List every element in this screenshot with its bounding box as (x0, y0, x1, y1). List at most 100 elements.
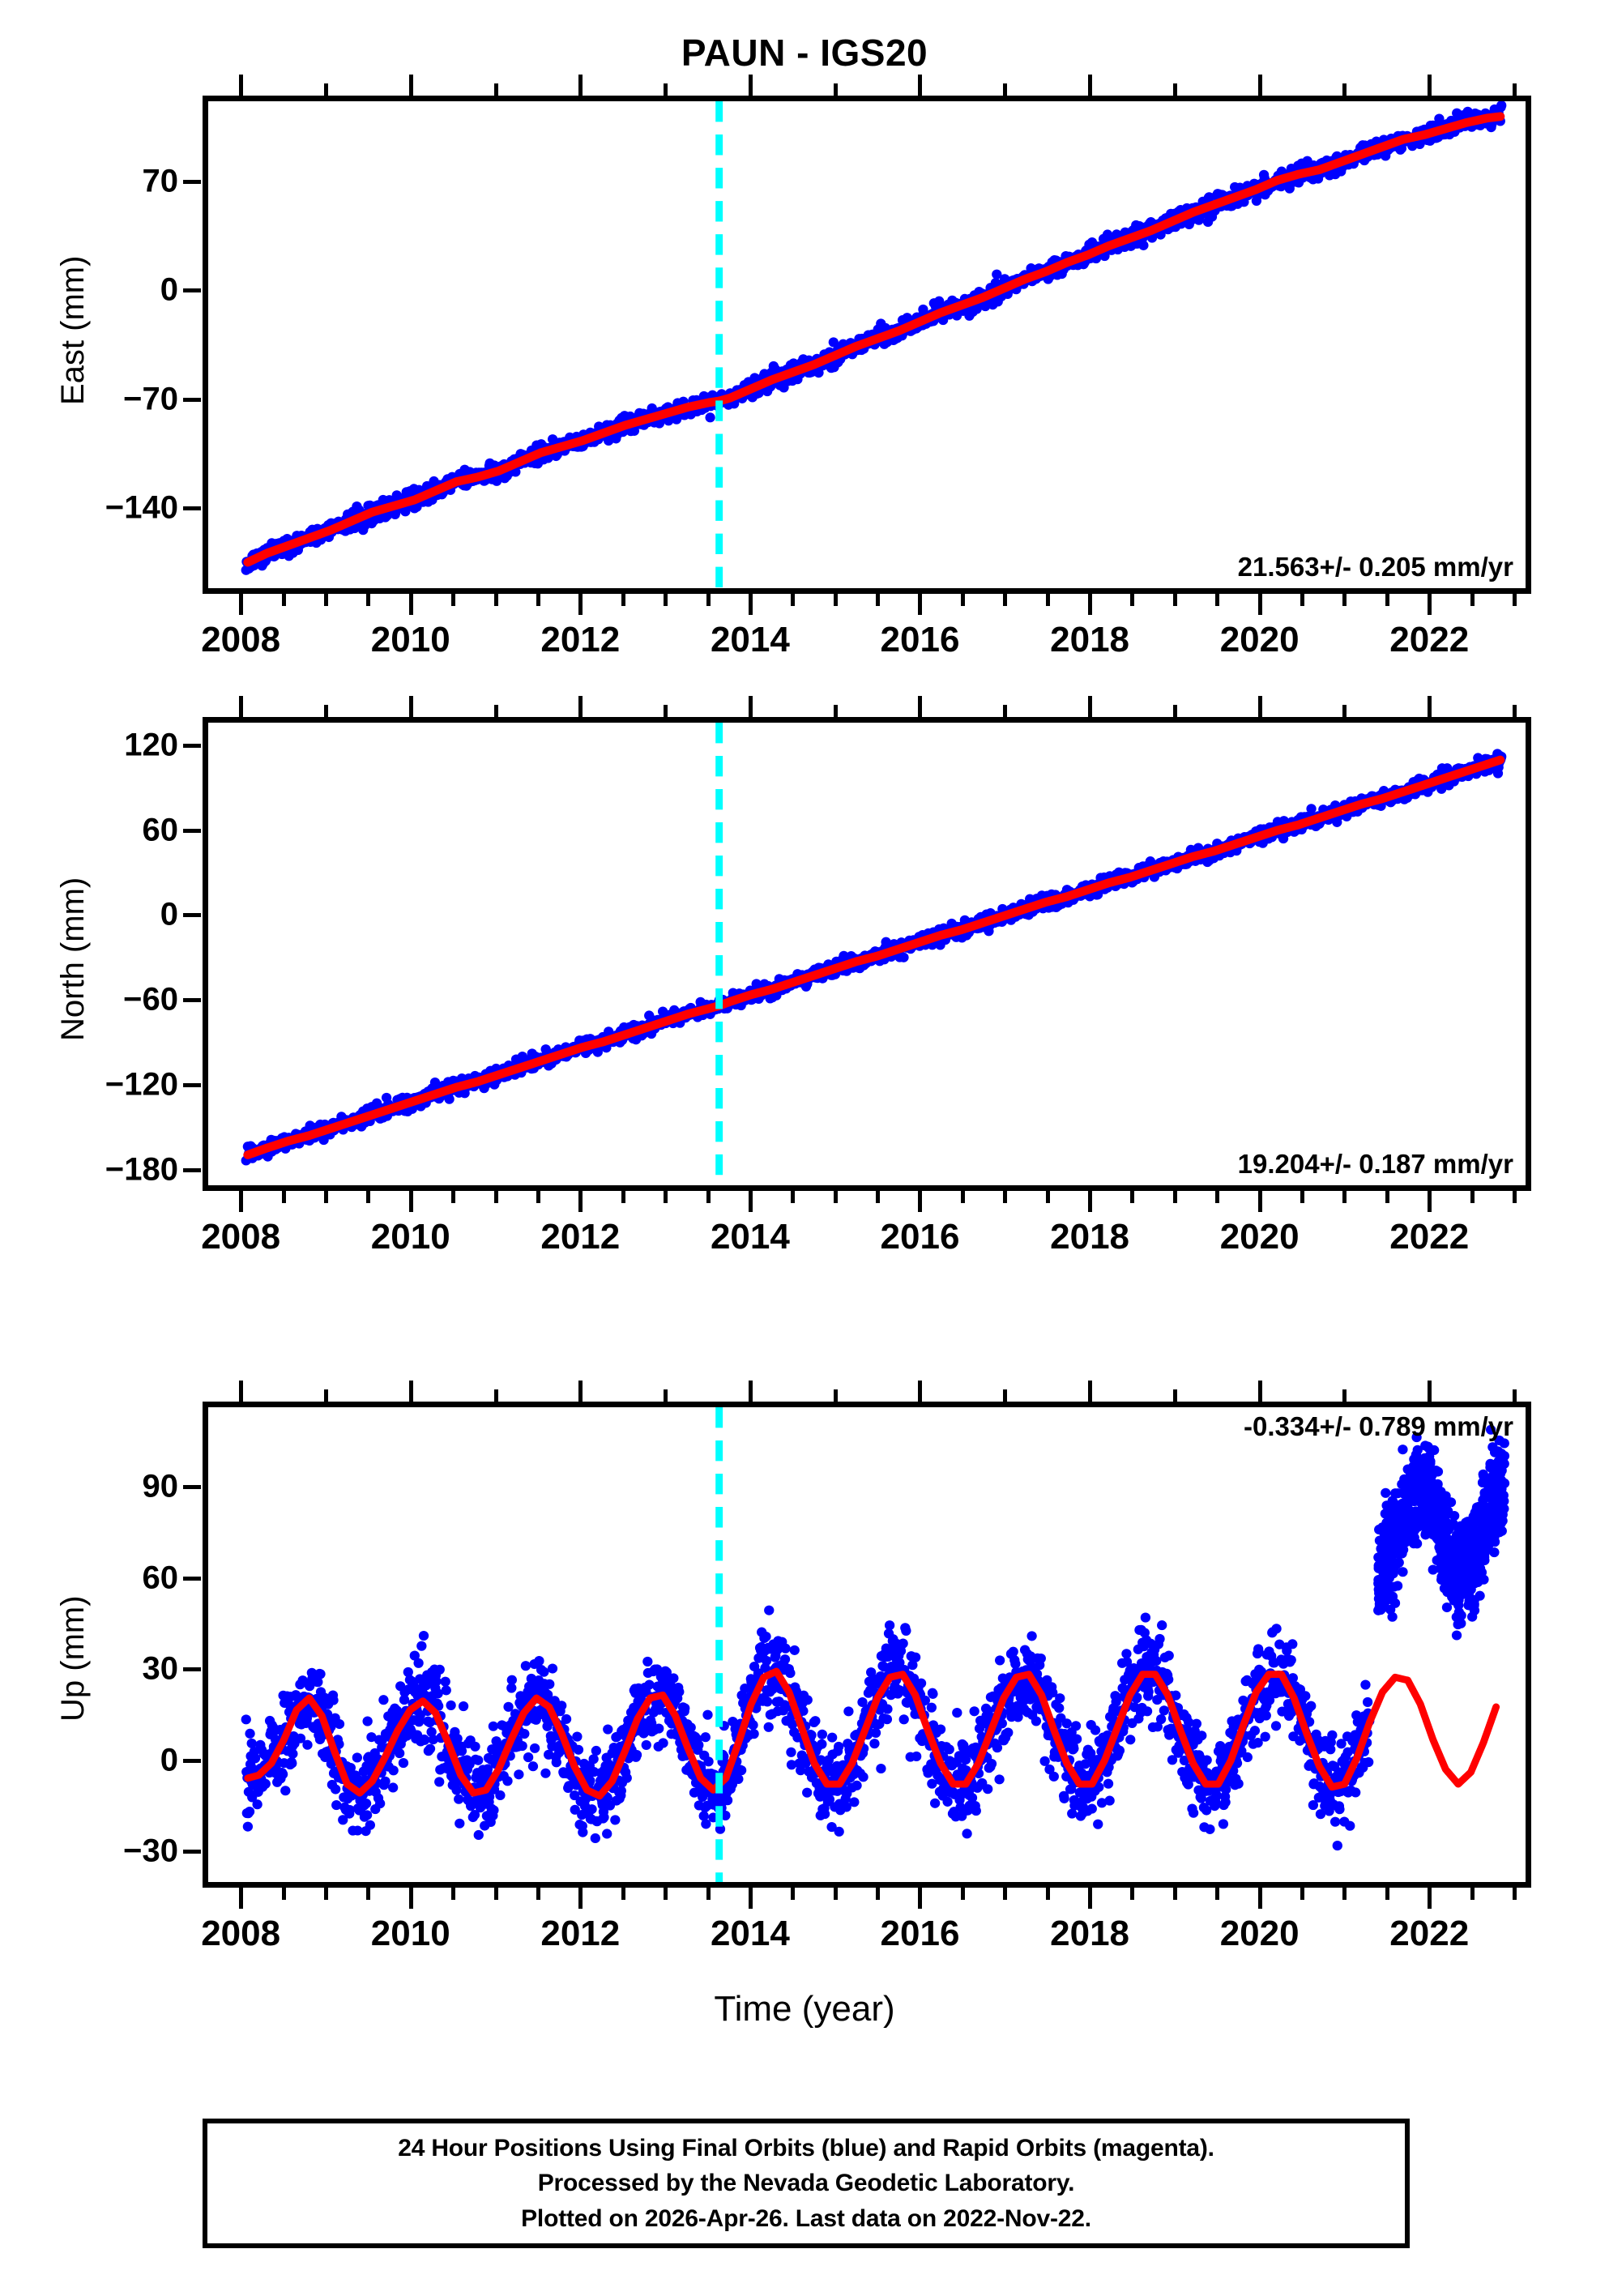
up-xtick-mark (1428, 1888, 1432, 1909)
up-xtick-minor (1215, 1888, 1220, 1900)
east-ytick-label: 0 (160, 271, 178, 308)
north-ytick-label: 120 (124, 727, 178, 763)
east-xtick-top (918, 75, 923, 96)
north-xtick-minor (451, 1191, 456, 1203)
up-xtick-mark (918, 1888, 923, 1909)
up-ytick-label: 30 (142, 1650, 179, 1687)
east-xtick-minor (1513, 594, 1517, 606)
east-xtick-top (664, 83, 668, 96)
panel-up: -0.334+/- 0.789 mm/yr (203, 1402, 1531, 1888)
east-xtick-top (493, 83, 498, 96)
up-axis-label: Up (mm) (55, 1595, 91, 1722)
up-ytick-label: 60 (142, 1560, 179, 1595)
up-xtick-label: 2022 (1389, 1914, 1470, 1953)
east-xtick-label: 2022 (1389, 620, 1470, 659)
east-xtick-top (1003, 83, 1008, 96)
north-xtick-mark (1088, 1191, 1093, 1212)
north-xtick-minor (1342, 1191, 1347, 1203)
east-xtick-minor (706, 594, 711, 606)
north-xtick-top (833, 705, 838, 717)
up-xtick-mark (748, 1888, 753, 1909)
up-xtick-top (1088, 1381, 1093, 1402)
panel-north: 19.204+/- 0.187 mm/yr (203, 717, 1531, 1191)
up-xtick-mark (1257, 1888, 1262, 1909)
up-xtick-top (833, 1389, 838, 1402)
up-plot-area (241, 1407, 1510, 1882)
east-xtick-top (1428, 75, 1432, 96)
north-xtick-minor (1172, 1191, 1177, 1203)
east-xtick-label: 2020 (1219, 620, 1300, 659)
caption-line-2: Processed by the Nevada Geodetic Laborat… (537, 2170, 1075, 2197)
up-xtick-top (1428, 1381, 1432, 1402)
east-xtick-top (239, 75, 244, 96)
east-xtick-minor (664, 594, 668, 606)
east-rate-annotation: 21.563+/- 0.205 mm/yr (1237, 552, 1513, 582)
east-xtick-top (323, 83, 328, 96)
north-xtick-mark (1257, 1191, 1262, 1212)
east-xtick-mark (1257, 594, 1262, 615)
north-xtick-minor (791, 1191, 796, 1203)
north-xtick-top (323, 705, 328, 717)
east-xtick-top (408, 75, 413, 96)
north-ytick-mark (183, 828, 201, 833)
east-xtick-minor (451, 594, 456, 606)
up-xtick-mark (578, 1888, 583, 1909)
up-xtick-top (1513, 1389, 1517, 1402)
east-xtick-minor (1300, 594, 1305, 606)
east-xtick-minor (1045, 594, 1050, 606)
up-xtick-mark (408, 1888, 413, 1909)
east-xtick-label: 2016 (880, 620, 960, 659)
up-xtick-label: 2010 (370, 1914, 450, 1953)
up-xtick-minor (323, 1888, 328, 1900)
x-axis-label: Time (year) (714, 1989, 895, 2029)
east-plot-area (241, 101, 1507, 588)
north-xtick-minor (833, 1191, 838, 1203)
up-xtick-minor (1470, 1888, 1475, 1900)
up-xtick-top (1172, 1389, 1177, 1402)
east-xtick-label: 2018 (1050, 620, 1130, 659)
data-points (241, 1424, 1510, 1851)
east-ytick-label: −140 (105, 489, 178, 526)
model-curve (243, 112, 1505, 567)
north-xtick-label: 2012 (540, 1217, 621, 1257)
up-xtick-top (408, 1381, 413, 1402)
east-xtick-mark (578, 594, 583, 615)
east-ytick-mark (183, 397, 201, 402)
up-xtick-minor (791, 1888, 796, 1900)
east-axis-label: East (mm) (55, 255, 91, 405)
north-xtick-top (1003, 705, 1008, 717)
up-xtick-minor (1513, 1888, 1517, 1900)
east-xtick-minor (960, 594, 965, 606)
east-xtick-top (1342, 83, 1347, 96)
up-xtick-minor (960, 1888, 965, 1900)
up-xtick-minor (1300, 1888, 1305, 1900)
north-xtick-mark (918, 1191, 923, 1212)
up-xtick-top (239, 1381, 244, 1402)
up-xtick-top (664, 1389, 668, 1402)
east-xtick-top (1172, 83, 1177, 96)
north-xtick-minor (366, 1191, 371, 1203)
north-xtick-label: 2022 (1389, 1217, 1470, 1257)
up-xtick-minor (536, 1888, 540, 1900)
north-xtick-minor (1513, 1191, 1517, 1203)
north-xtick-top (1257, 696, 1262, 717)
north-xtick-label: 2018 (1050, 1217, 1130, 1257)
north-xtick-minor (493, 1191, 498, 1203)
east-xtick-mark (918, 594, 923, 615)
north-ytick-label: −120 (105, 1066, 178, 1103)
north-ytick-mark (183, 1167, 201, 1172)
north-xtick-minor (1045, 1191, 1050, 1203)
east-xtick-minor (1172, 594, 1177, 606)
up-ytick-label: 90 (142, 1468, 179, 1504)
north-xtick-minor (1300, 1191, 1305, 1203)
north-axis-label: North (mm) (55, 877, 91, 1041)
north-xtick-minor (1003, 1191, 1008, 1203)
east-xtick-label: 2008 (201, 620, 281, 659)
north-xtick-minor (960, 1191, 965, 1203)
east-xtick-mark (1088, 594, 1093, 615)
east-xtick-top (833, 83, 838, 96)
up-xtick-minor (664, 1888, 668, 1900)
up-xtick-minor (1172, 1888, 1177, 1900)
up-ytick-mark (183, 1576, 201, 1581)
model-curve (244, 1667, 1500, 1800)
